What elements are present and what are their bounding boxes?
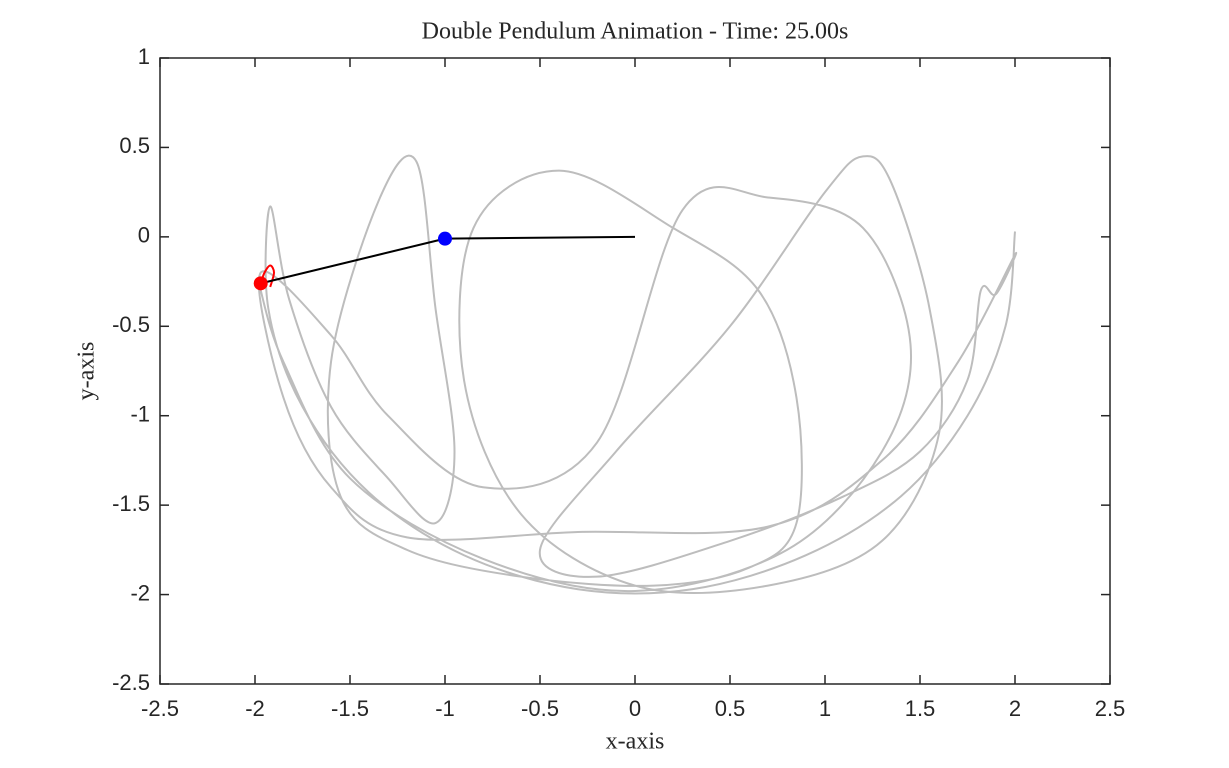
- x-tick-label: -1: [435, 696, 455, 721]
- x-tick-label: -2.5: [141, 696, 179, 721]
- y-tick-label: 0.5: [119, 133, 150, 158]
- chart-title: Double Pendulum Animation - Time: 25.00s: [422, 19, 849, 45]
- x-tick-label: 2: [1009, 696, 1021, 721]
- y-tick-label: 1: [138, 44, 150, 69]
- x-tick-label: 1: [819, 696, 831, 721]
- y-tick-label: 0: [138, 223, 150, 248]
- x-tick-label: 2.5: [1095, 696, 1126, 721]
- x-axis-label: x-axis: [606, 729, 665, 755]
- axes-box: [159, 57, 1111, 685]
- y-tick-label: -2: [130, 580, 150, 605]
- y-tick-label: -1.5: [112, 491, 150, 516]
- point: [253, 276, 268, 291]
- y-tick-label: -2.5: [112, 670, 150, 695]
- x-tick-label: -2: [245, 696, 265, 721]
- y-tick-label: -0.5: [112, 312, 150, 337]
- point: [438, 231, 452, 246]
- x-tick-label: 0: [629, 696, 641, 721]
- x-tick-label: 0.5: [715, 696, 746, 721]
- y-axis-label: y-axis: [74, 342, 100, 401]
- x-tick-label: 1.5: [905, 696, 936, 721]
- series-line: [259, 264, 275, 288]
- series-line: [257, 154, 1018, 595]
- x-tick-label: -0.5: [521, 696, 559, 721]
- x-tick-label: -1.5: [331, 696, 369, 721]
- y-tick-label: -1: [130, 402, 150, 427]
